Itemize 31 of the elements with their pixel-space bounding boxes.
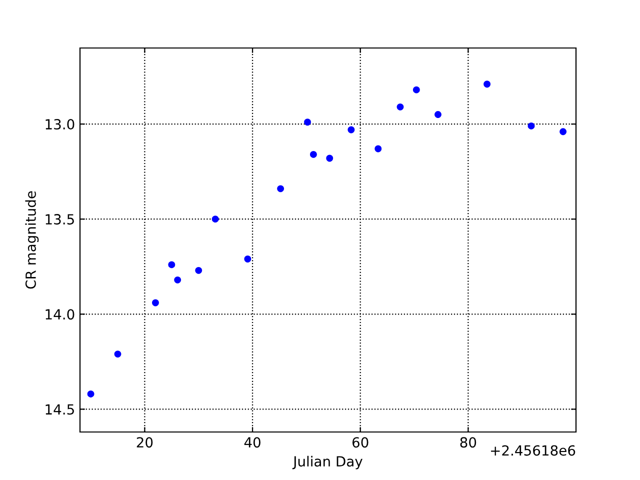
point — [374, 145, 382, 152]
y-tick-label: 13.5 — [46, 214, 74, 225]
point — [174, 276, 182, 284]
y-tick-label: 14.5 — [46, 404, 74, 415]
y-tick-label: 13.0 — [46, 119, 74, 130]
x-tick-label: 60 — [352, 437, 368, 448]
point — [304, 118, 311, 126]
point — [396, 103, 404, 110]
x-tick-label: 20 — [136, 437, 153, 448]
point — [434, 111, 442, 118]
point — [277, 185, 284, 192]
point — [152, 299, 159, 306]
point — [326, 154, 334, 162]
point — [560, 128, 567, 136]
text: +2.45618e6 — [491, 445, 576, 456]
x-axis-title: Julian Day — [292, 456, 362, 470]
point — [87, 390, 94, 398]
y-axis-title: CR magnitude — [25, 191, 39, 289]
y-tick-label: 14.0 — [46, 309, 74, 320]
point — [528, 122, 535, 130]
point — [195, 266, 202, 274]
point — [348, 126, 355, 134]
point — [168, 261, 176, 268]
point — [484, 80, 491, 88]
point — [412, 86, 420, 94]
point — [244, 256, 252, 262]
x-tick-label: 80 — [460, 437, 476, 448]
point — [114, 350, 122, 358]
point — [310, 150, 317, 158]
point — [212, 216, 219, 223]
x-tick-label: 40 — [244, 437, 260, 448]
